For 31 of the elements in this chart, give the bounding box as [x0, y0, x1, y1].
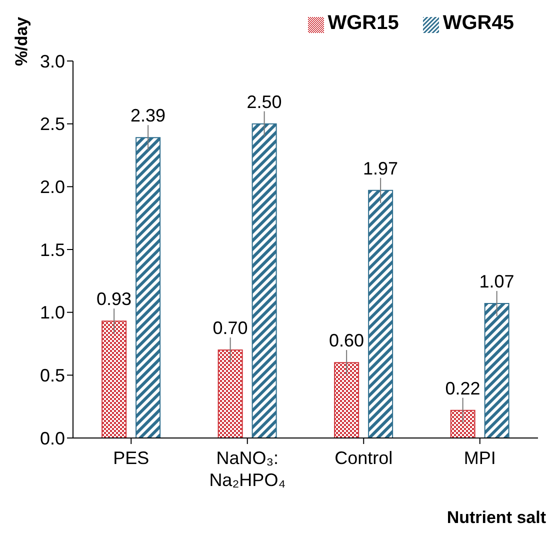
x-tick-label: MPI — [464, 448, 496, 468]
x-tick-label: Control — [334, 448, 393, 468]
x-tick-label: NaNO₃: Na₂HPO₄ — [209, 448, 286, 490]
data-label: 0.22 — [445, 378, 480, 398]
data-label: 2.39 — [130, 106, 166, 126]
data-label: 0.60 — [329, 330, 364, 351]
x-axis-title: Nutrient salt — [446, 508, 546, 528]
y-tick-label: 2.5 — [40, 114, 65, 134]
bar — [136, 137, 161, 438]
y-tick-label: 2.0 — [40, 177, 65, 198]
data-label: 0.93 — [96, 289, 132, 310]
x-tick-label: PES — [113, 448, 150, 468]
legend-label: WGR45 — [442, 12, 514, 34]
bar — [334, 362, 360, 438]
y-tick-label: 0.0 — [40, 428, 65, 448]
y-tick-label: 1.5 — [40, 240, 65, 260]
bar — [218, 350, 243, 438]
bar — [252, 123, 277, 438]
bar — [484, 303, 510, 438]
bar — [368, 190, 394, 438]
data-label: 0.70 — [212, 318, 248, 338]
data-label: 1.97 — [363, 158, 398, 178]
y-tick-label: 0.5 — [40, 366, 65, 386]
bar — [450, 410, 476, 438]
y-tick-label: 1.0 — [40, 302, 65, 323]
y-tick-label: 3.0 — [40, 51, 65, 72]
data-label: 1.07 — [479, 272, 514, 292]
bar — [102, 320, 127, 438]
legend-label: WGR15 — [328, 12, 399, 34]
data-label: 2.50 — [246, 92, 282, 112]
y-axis-title: %/day — [12, 16, 32, 66]
